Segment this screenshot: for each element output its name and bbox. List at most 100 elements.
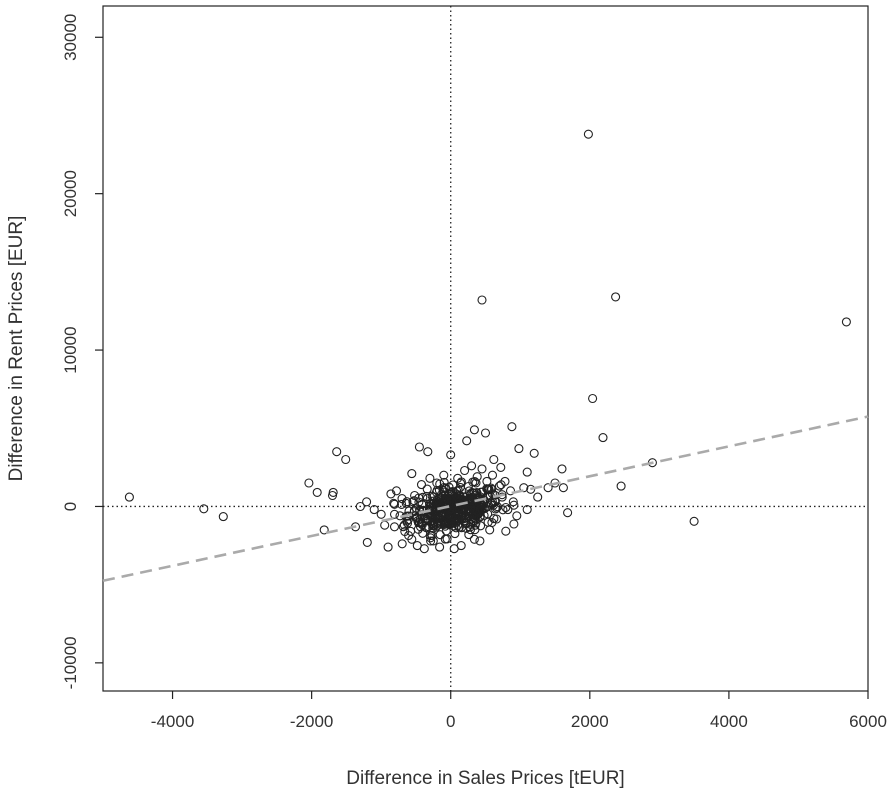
- x-tick-label: 4000: [710, 712, 748, 731]
- data-point: [419, 544, 429, 554]
- cluster-point: [486, 498, 497, 508]
- cluster-point: [409, 496, 419, 506]
- data-point: [416, 480, 427, 490]
- y-axis-ticks: -10000 0 10000 20000 30000: [61, 14, 103, 689]
- data-point: [611, 292, 621, 302]
- cluster-point: [467, 487, 477, 497]
- data-point: [500, 476, 510, 486]
- cluster-point: [501, 502, 511, 513]
- data-point: [391, 486, 402, 496]
- y-axis-label: Difference in Rent Prices [EUR]: [6, 216, 27, 482]
- cluster-point: [470, 477, 480, 487]
- data-point: [563, 508, 573, 518]
- cluster-point: [425, 533, 436, 543]
- cluster-point: [397, 539, 407, 549]
- x-axis-label: Difference in Sales Prices [tEUR]: [346, 768, 624, 789]
- data-point: [453, 473, 463, 483]
- cluster-point: [457, 510, 467, 520]
- y-tick-label: 30000: [61, 14, 80, 61]
- data-point: [407, 534, 417, 544]
- cluster-point: [471, 488, 481, 498]
- x-tick-label: 6000: [849, 712, 887, 731]
- data-point: [304, 478, 314, 488]
- trend-line-group: [102, 415, 869, 583]
- data-point: [588, 393, 598, 404]
- cluster-point: [444, 511, 454, 522]
- data-points: [124, 129, 851, 554]
- cluster-point: [469, 512, 479, 523]
- data-point: [389, 498, 399, 508]
- data-point: [464, 530, 474, 540]
- y-tick-label: 0: [61, 502, 80, 511]
- data-point: [487, 470, 498, 480]
- data-point: [512, 511, 522, 521]
- data-point: [199, 504, 209, 514]
- data-point: [380, 520, 390, 530]
- data-point: [494, 481, 504, 491]
- cluster-point: [501, 526, 511, 536]
- data-point: [341, 454, 351, 465]
- data-point: [407, 469, 417, 479]
- cluster-point: [413, 516, 423, 526]
- cluster-point: [427, 503, 437, 513]
- cluster-point: [471, 478, 481, 488]
- cluster-point: [470, 514, 480, 524]
- cluster-point: [439, 483, 449, 493]
- data-point: [507, 422, 517, 432]
- data-point: [533, 492, 543, 502]
- cluster-point: [461, 523, 471, 533]
- cluster-point: [431, 500, 441, 510]
- cluster-point: [509, 519, 519, 529]
- data-point: [460, 465, 470, 476]
- y-tick-label: -10000: [61, 636, 80, 689]
- cluster-point: [426, 536, 436, 546]
- cluster-point: [427, 530, 437, 540]
- data-point: [376, 509, 386, 519]
- cluster-point: [389, 499, 400, 509]
- cluster-point: [422, 484, 432, 494]
- data-point: [400, 526, 410, 537]
- data-point: [355, 501, 365, 512]
- data-point: [425, 473, 435, 483]
- data-point: [505, 486, 516, 496]
- cluster-point: [454, 497, 464, 507]
- cluster-point: [389, 522, 400, 532]
- cluster-point: [425, 501, 436, 511]
- x-tick-label: -4000: [151, 712, 194, 731]
- data-point: [456, 541, 466, 551]
- data-point: [489, 454, 499, 465]
- data-point: [432, 478, 442, 488]
- cluster-point: [454, 522, 464, 532]
- data-point: [369, 505, 379, 515]
- cluster-point: [484, 485, 494, 495]
- data-point: [423, 447, 433, 457]
- data-point: [482, 476, 492, 486]
- reference-lines: [103, 6, 868, 691]
- trend-line: [102, 415, 869, 583]
- cluster-point: [417, 499, 427, 509]
- cluster-point: [429, 515, 439, 525]
- cluster-point: [418, 528, 428, 538]
- data-point: [841, 317, 851, 327]
- data-point: [522, 467, 532, 477]
- cluster-point: [509, 500, 519, 510]
- data-point: [514, 444, 524, 454]
- data-point: [319, 525, 329, 535]
- data-point: [503, 505, 513, 515]
- cluster-point: [435, 530, 445, 540]
- cluster-point: [482, 484, 492, 494]
- x-axis-ticks: -4000 -2000 0 2000 4000 6000: [151, 691, 887, 731]
- data-point: [689, 516, 699, 526]
- data-point: [558, 483, 568, 493]
- data-point: [477, 295, 487, 305]
- data-point: [508, 497, 518, 507]
- data-point: [328, 487, 338, 497]
- cluster-point: [475, 504, 485, 514]
- data-point: [414, 442, 424, 452]
- data-point: [332, 447, 342, 457]
- x-tick-label: 0: [446, 712, 455, 731]
- data-point: [435, 542, 445, 552]
- data-point: [383, 542, 393, 552]
- data-point: [362, 497, 372, 507]
